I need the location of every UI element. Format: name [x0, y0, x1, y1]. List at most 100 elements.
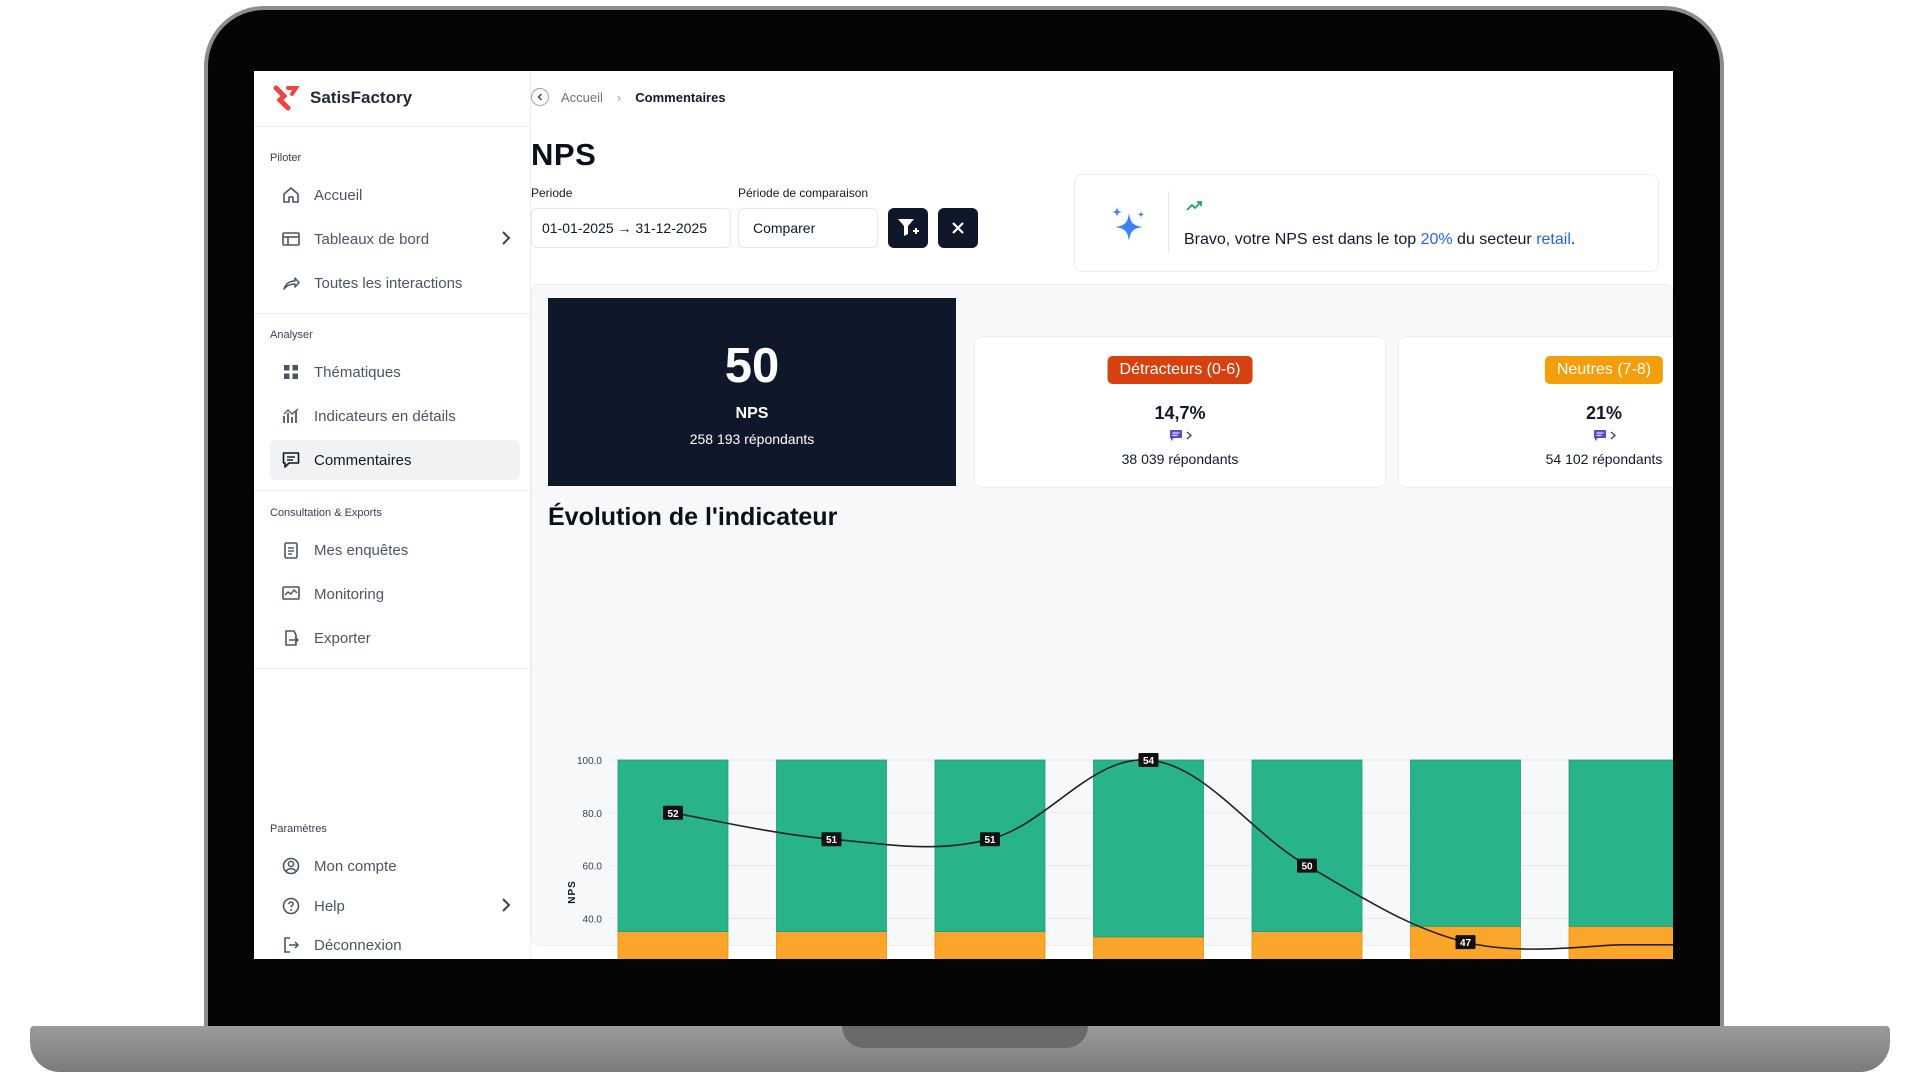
neutrals-pct: 21% — [1585, 403, 1623, 423]
banner-text-prefix: Bravo, votre NPS est dans le top — [1184, 231, 1421, 248]
share-icon — [280, 272, 302, 294]
collapse-sidebar-button[interactable] — [531, 88, 549, 106]
clear-filter-button[interactable] — [938, 208, 978, 248]
comment-icon — [1593, 430, 1606, 441]
brand-divider — [254, 126, 530, 127]
sidebar-divider — [254, 313, 530, 314]
sidebar-item-label: Commentaires — [314, 451, 412, 469]
sidebar-divider — [254, 668, 530, 669]
add-filter-button[interactable] — [888, 208, 928, 248]
nps-data-label: 54 — [1143, 756, 1155, 767]
clipboard-icon — [280, 539, 302, 561]
page-title: NPS — [531, 137, 597, 172]
dashboard-icon — [280, 228, 302, 250]
sidebar: SatisFactory Piloter Accueil Tableaux de… — [254, 71, 531, 959]
compare-field[interactable]: Comparer — [738, 208, 878, 248]
neutrals-respondents: 54 102 répondants — [1545, 451, 1663, 467]
neutrals-card: Neutres (7-8) 21% 54 102 répondants — [1398, 336, 1673, 488]
sidebar-item-label: Monitoring — [314, 585, 385, 603]
user-icon — [280, 855, 302, 877]
main-content: Accueil › Commentaires NPS Periode 01-01… — [531, 71, 1673, 959]
bar-segment-2 — [1093, 759, 1204, 938]
bar-segment-1 — [776, 931, 887, 959]
sidebar-item-label: Help — [314, 897, 345, 915]
sidebar-item-toutes-les-interactions[interactable]: Toutes les interactions — [270, 263, 520, 303]
detractors-respondents: 38 039 répondants — [1121, 451, 1239, 467]
breadcrumb-home[interactable]: Accueil — [561, 89, 603, 105]
chevron-right-icon[interactable] — [500, 230, 512, 250]
y-tick-label: 40.0 — [583, 914, 603, 925]
brand[interactable]: SatisFactory — [272, 81, 412, 115]
bar-segment-2 — [1251, 759, 1363, 933]
sidebar-item-label: Mes enquêtes — [314, 541, 409, 559]
chevron-right-icon — [1610, 431, 1616, 440]
period-field[interactable]: 01-01-2025 → 31-12-2025 — [531, 208, 731, 248]
brand-name: SatisFactory — [310, 88, 413, 107]
nps-data-label: 51 — [826, 835, 838, 846]
nps-score-card: 50 NPS 258 193 répondants — [548, 298, 956, 486]
sidebar-item-label: Toutes les interactions — [314, 274, 463, 292]
sidebar-item-label: Mon compte — [314, 857, 397, 875]
chevron-right-icon[interactable] — [500, 897, 512, 917]
section-label-parametres: Paramètres — [270, 823, 327, 835]
bar-segment-2 — [1410, 759, 1521, 927]
breadcrumb: Accueil › Commentaires — [531, 85, 726, 109]
chart-icon — [280, 405, 302, 427]
nps-point-marker — [821, 832, 842, 847]
nps-data-label: 51 — [984, 835, 996, 846]
sparkles-icon — [1112, 207, 1145, 241]
bar-segment-1 — [1093, 936, 1204, 959]
banner-pct: 20% — [1420, 231, 1453, 248]
sidebar-item-mon-compte[interactable]: Mon compte — [270, 846, 520, 886]
sidebar-item-mes-enquetes[interactable]: Mes enquêtes — [270, 530, 520, 570]
view-comments-link[interactable] — [1399, 429, 1673, 442]
sidebar-item-label: Exporter — [314, 629, 371, 647]
view-comments-link[interactable] — [975, 429, 1385, 442]
bar-segment-2 — [617, 759, 729, 933]
banner-divider — [1168, 191, 1169, 253]
sidebar-divider — [254, 490, 530, 491]
bar-segment-2 — [1568, 759, 1673, 927]
trending-up-icon — [1186, 201, 1202, 211]
nps-point-marker — [663, 805, 683, 820]
logout-icon — [280, 934, 302, 956]
sidebar-item-help[interactable]: Help — [270, 886, 520, 926]
comment-icon — [1169, 430, 1182, 441]
sidebar-item-label: Indicateurs en détails — [314, 407, 456, 425]
period-label: Periode — [531, 186, 573, 200]
nps-label: NPS — [735, 405, 769, 422]
breadcrumb-current: Commentaires — [635, 89, 726, 105]
section-label-consultation: Consultation & Exports — [270, 507, 382, 519]
insight-banner: Bravo, votre NPS est dans le top 20% du … — [1074, 174, 1659, 272]
nps-data-label: 47 — [1460, 938, 1472, 949]
close-icon — [952, 222, 964, 234]
bar-segment-1 — [617, 931, 729, 959]
neutrals-badge: Neutres (7-8) — [1544, 356, 1664, 384]
sidebar-item-deconnexion[interactable]: Déconnexion — [270, 925, 520, 959]
detractors-pct: 14,7% — [1154, 403, 1206, 423]
sidebar-item-label: Déconnexion — [314, 936, 402, 954]
chart-title: Évolution de l'indicateur — [548, 503, 838, 531]
y-tick-label: 100.0 — [577, 756, 602, 767]
sidebar-item-monitoring[interactable]: Monitoring — [270, 574, 520, 614]
export-icon — [280, 627, 302, 649]
sidebar-item-accueil[interactable]: Accueil — [270, 175, 520, 215]
chevron-right-icon — [1186, 431, 1192, 440]
grid-icon — [280, 361, 302, 383]
sidebar-item-commentaires[interactable]: Commentaires — [270, 440, 520, 480]
sidebar-item-thematiques[interactable]: Thématiques — [270, 352, 520, 392]
bar-segment-1 — [934, 931, 1046, 959]
banner-text-middle: du secteur — [1452, 231, 1537, 248]
banner-text-suffix: . — [1570, 231, 1576, 248]
breadcrumb-separator-icon: › — [616, 89, 622, 105]
sidebar-item-exporter[interactable]: Exporter — [270, 618, 520, 658]
nps-point-marker — [1138, 753, 1159, 767]
nps-data-label: 52 — [667, 809, 679, 820]
sidebar-item-indicateurs-en-details[interactable]: Indicateurs en détails — [270, 396, 520, 436]
section-label-analyser: Analyser — [270, 329, 313, 341]
sidebar-item-tableaux-de-bord[interactable]: Tableaux de bord — [270, 219, 520, 259]
bar-segment-1 — [1568, 925, 1673, 959]
y-tick-label: 60.0 — [583, 862, 603, 873]
monitor-icon — [280, 583, 302, 605]
section-label-piloter: Piloter — [270, 152, 302, 164]
